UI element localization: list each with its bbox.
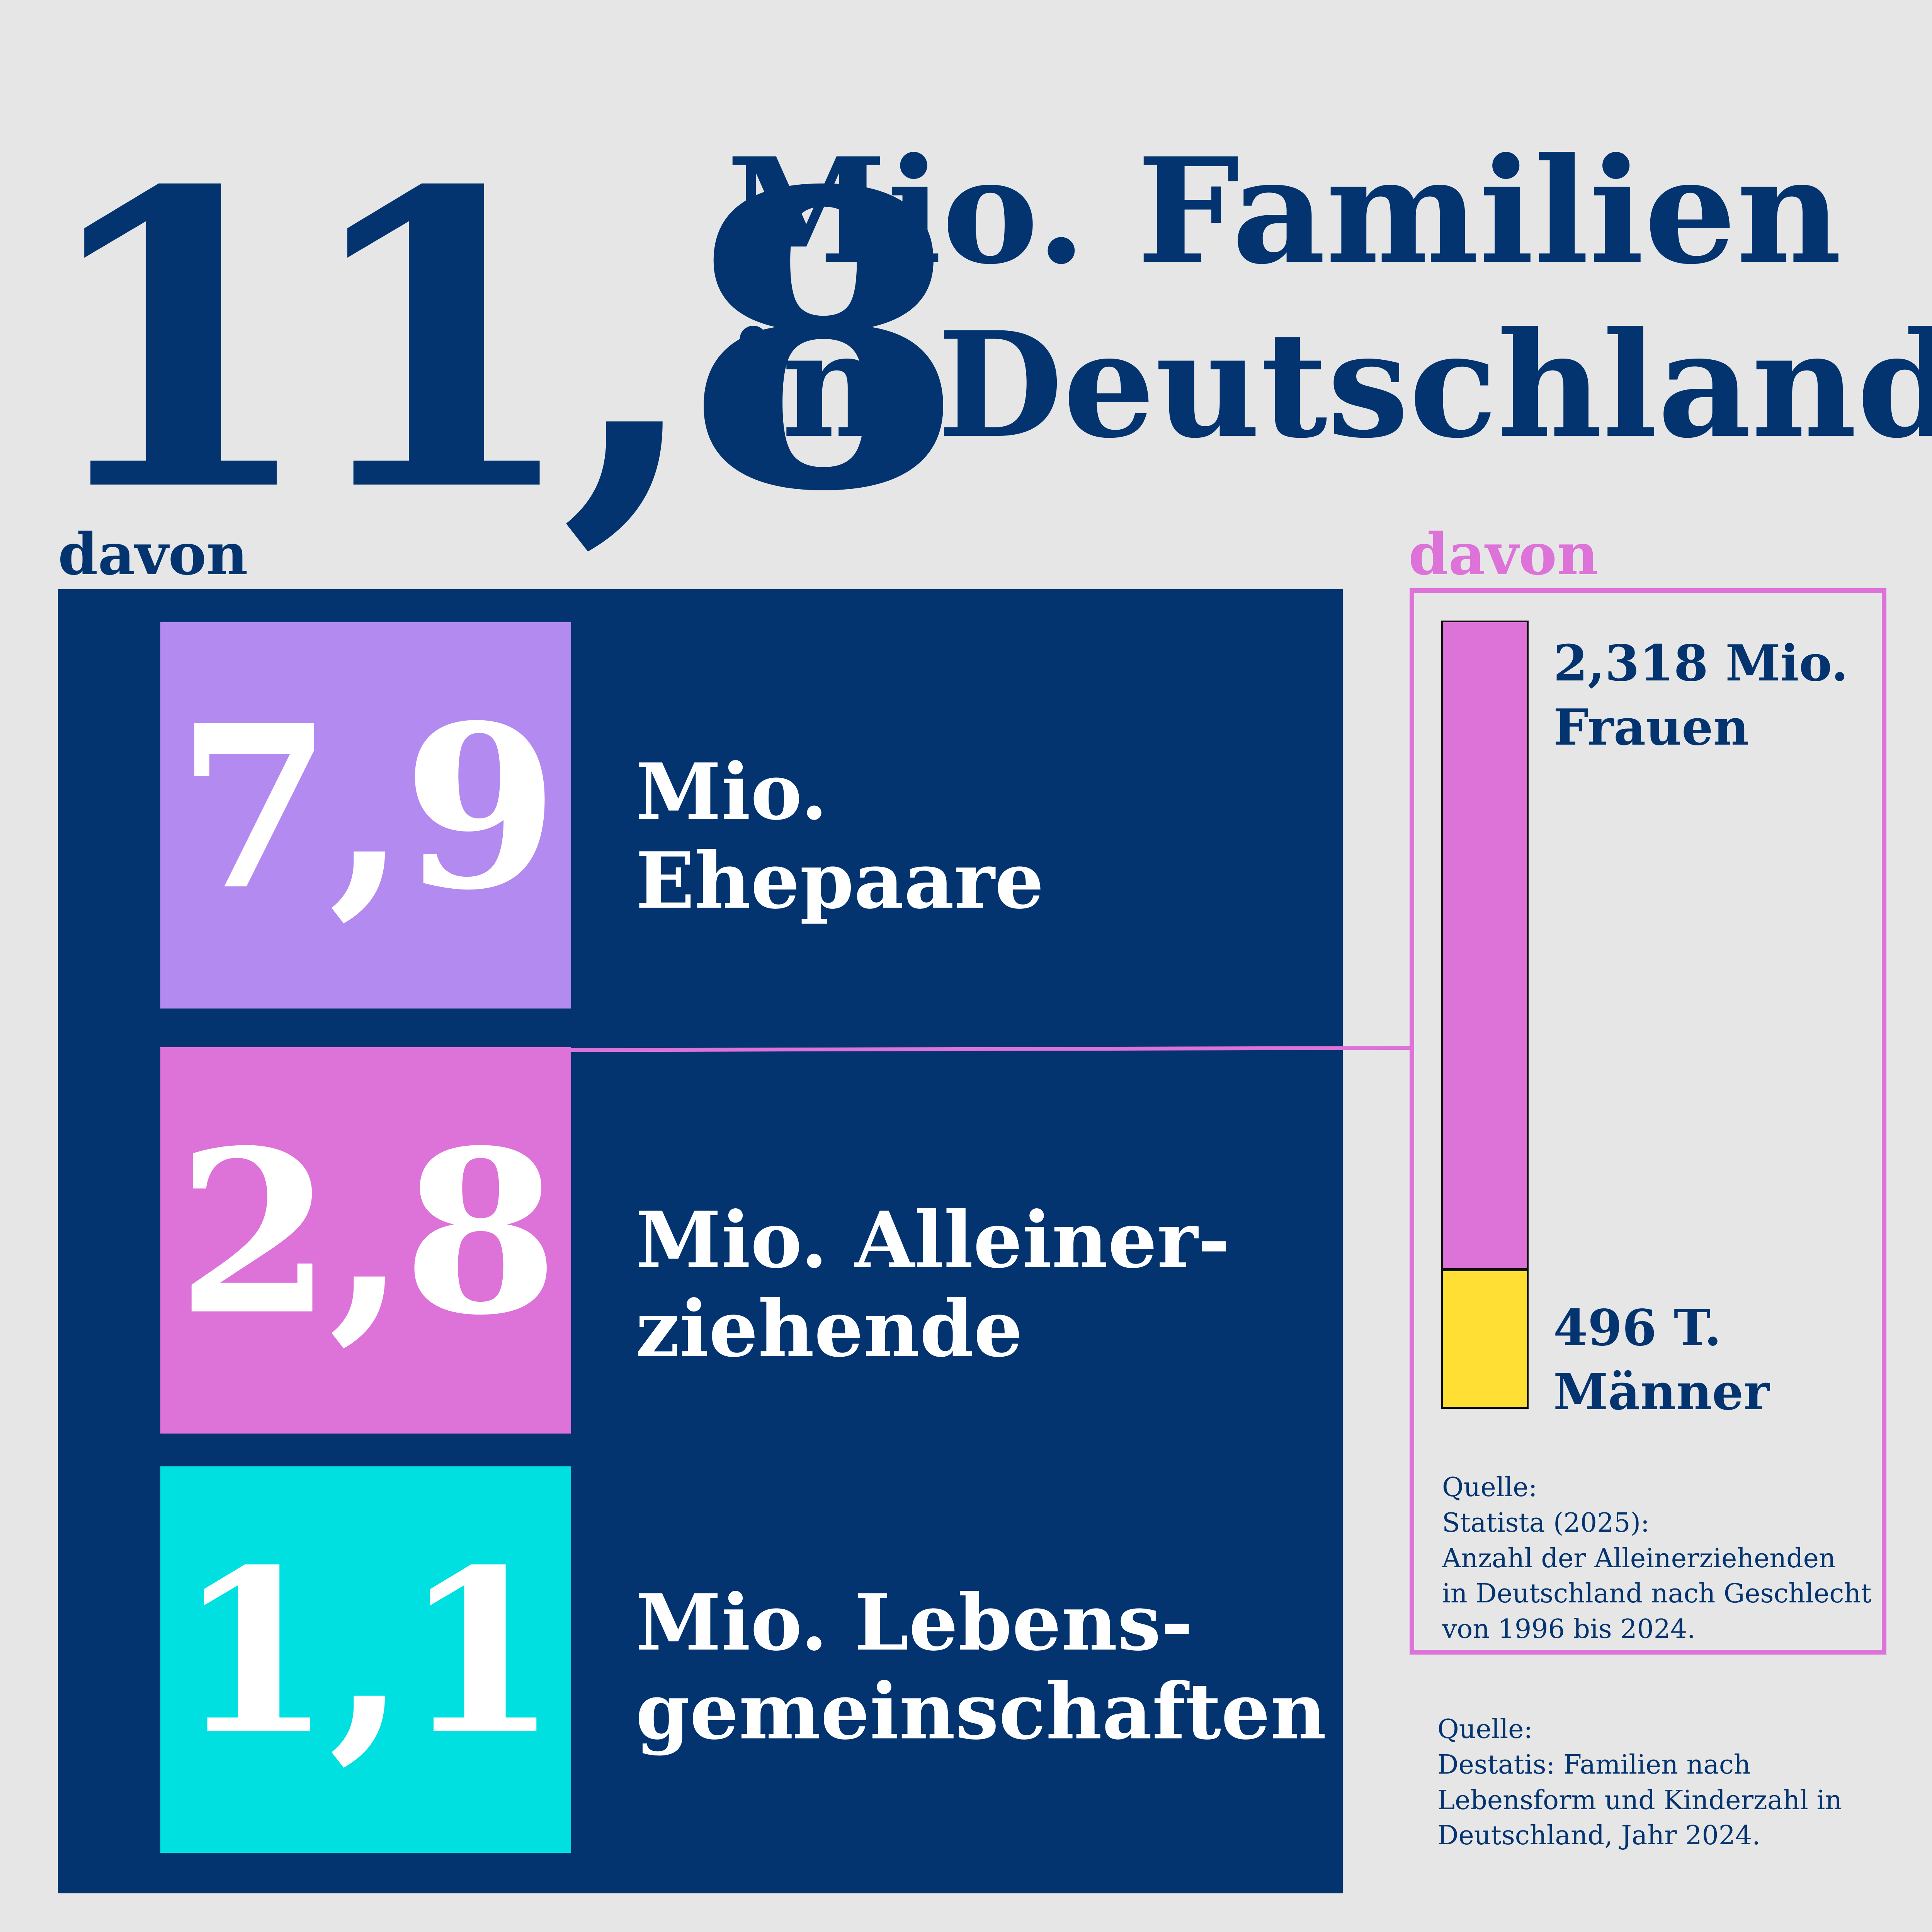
maenner-value-label: 496 T. — [1553, 1299, 1722, 1357]
ehepaare-label: Mio. Ehepaare — [636, 748, 1044, 925]
destatis-source-line-3: Deutschland, Jahr 2024. — [1437, 1820, 1760, 1851]
statista-source-line-4: von 1996 bis 2024. — [1442, 1614, 1696, 1645]
statista-source-line-2: Anzahl der Alleinerziehenden — [1442, 1543, 1836, 1574]
statista-source-heading: Quelle: — [1442, 1472, 1537, 1503]
davon-label-left: davon — [58, 520, 248, 588]
alleinerziehende-breakdown-panel: 2,318 Mio. Frauen 496 T. Männer Quelle: … — [1410, 588, 1886, 1655]
statista-source: Quelle: Statista (2025): Anzahl der Alle… — [1442, 1470, 1871, 1647]
headline-number: 11,8 — [35, 104, 965, 580]
destatis-source-line-1: Destatis: Familien nach — [1437, 1749, 1751, 1780]
alleinerziehende-value-box: 2,8 — [160, 1047, 571, 1434]
frauen-bar-segment — [1441, 621, 1529, 1270]
family-types-panel: 7,9 Mio. Ehepaare 2,8 Mio. Alleiner- zie… — [58, 589, 1343, 1893]
statista-source-line-1: Statista (2025): — [1442, 1507, 1650, 1538]
lebensgemeinschaften-label-line-1: Mio. Lebens- — [636, 1577, 1193, 1668]
lebensgemeinschaften-value: 1,1 — [176, 1520, 559, 1784]
destatis-source-line-2: Lebensform und Kinderzahl in — [1437, 1785, 1842, 1816]
lebensgemeinschaften-value-box: 1,1 — [160, 1466, 571, 1853]
maenner-name-label: Männer — [1553, 1363, 1770, 1422]
alleinerziehende-label-line-2: ziehende — [636, 1284, 1023, 1374]
frauen-value-label: 2,318 Mio. — [1553, 634, 1849, 692]
destatis-source-heading: Quelle: — [1437, 1714, 1533, 1745]
headline-line-2: in Deutschland — [726, 300, 1932, 470]
davon-label-right: davon — [1408, 520, 1599, 588]
lebensgemeinschaften-label-line-2: gemeinschaften — [636, 1666, 1327, 1757]
destatis-source: Quelle: Destatis: Familien nach Lebensfo… — [1437, 1712, 1842, 1854]
statista-source-line-3: in Deutschland nach Geschlecht — [1442, 1578, 1872, 1609]
maenner-label: 496 T. Männer — [1553, 1296, 1770, 1425]
ehepaare-value-box: 7,9 — [160, 622, 571, 1009]
lebensgemeinschaften-label: Mio. Lebens- gemeinschaften — [636, 1578, 1327, 1756]
alleinerziehende-label-line-1: Mio. Alleiner- — [636, 1195, 1230, 1286]
ehepaare-label-line-1: Mio. — [636, 747, 828, 837]
connector-line — [513, 1046, 1411, 1052]
alleinerziehende-label: Mio. Alleiner- ziehende — [636, 1196, 1230, 1374]
ehepaare-value: 7,9 — [176, 676, 559, 939]
frauen-label: 2,318 Mio. Frauen — [1553, 631, 1848, 760]
alleinerziehende-value: 2,8 — [176, 1101, 559, 1364]
frauen-name-label: Frauen — [1553, 699, 1749, 757]
maenner-bar-segment — [1441, 1270, 1529, 1409]
ehepaare-label-line-2: Ehepaare — [636, 835, 1044, 926]
headline-line-1: Mio. Familien — [726, 126, 1842, 296]
